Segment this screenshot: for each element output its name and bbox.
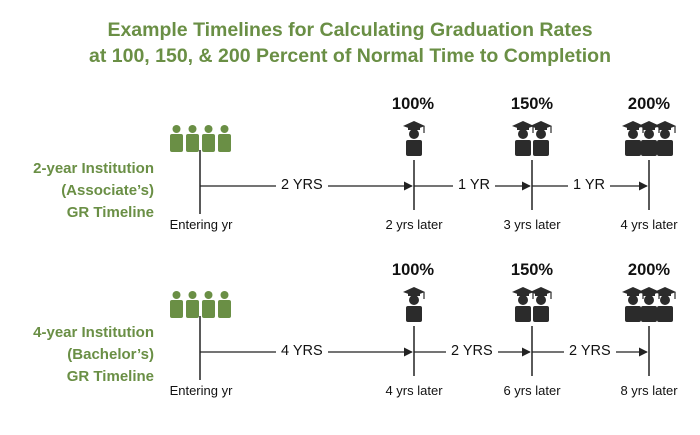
row2-gap-label-3: 2 YRS: [564, 343, 616, 359]
row2-graduate-icon-2: [511, 286, 553, 323]
row2-milestone-3-percent: 200%: [627, 261, 671, 279]
row2-gap-label-1: 4 YRS: [276, 343, 328, 359]
row1-label-line-1: 2-year Institution: [33, 160, 154, 177]
row1-graduate-icon-2: [511, 120, 553, 157]
row2-milestone-2-percent: 150%: [510, 261, 554, 279]
row2-milestone-1-percent: 100%: [391, 261, 435, 279]
row2-start-label: Entering yr: [169, 383, 233, 398]
row1-gap-label-1: 2 YRS: [276, 177, 328, 193]
row2-graduate-icon-3: [621, 286, 677, 323]
row1-milestone-3-label: 4 yrs later: [620, 217, 678, 232]
row2-graduate-icon-1: [402, 286, 426, 323]
row1-milestone-1-percent: 100%: [391, 95, 435, 113]
row1-label-line-2: (Associate’s): [61, 182, 154, 199]
diagram-title-line-1: Example Timelines for Calculating Gradua…: [107, 19, 593, 41]
row2-milestone-2-label: 6 yrs later: [503, 383, 561, 398]
row1-gap-label-3: 1 YR: [568, 177, 610, 193]
row1-start-label: Entering yr: [169, 217, 233, 232]
row2-milestone-3-label: 8 yrs later: [620, 383, 678, 398]
diagram-title-line-2: at 100, 150, & 200 Percent of Normal Tim…: [89, 45, 611, 67]
row2-label-line-3: GR Timeline: [66, 368, 154, 385]
row1-milestone-3-percent: 200%: [627, 95, 671, 113]
row1-gap-label-2: 1 YR: [453, 177, 495, 193]
row2-gap-label-2: 2 YRS: [446, 343, 498, 359]
row2-label-line-1: 4-year Institution: [33, 324, 154, 341]
row1-milestone-1-label: 2 yrs later: [385, 217, 443, 232]
row2-students-icon: [170, 291, 231, 318]
row1-students-icon: [170, 125, 231, 152]
row1-graduate-icon-3: [621, 120, 677, 157]
row1-milestone-2-percent: 150%: [510, 95, 554, 113]
row1-milestone-2-label: 3 yrs later: [503, 217, 561, 232]
row2-label-line-2: (Bachelor’s): [67, 346, 154, 363]
row1-graduate-icon-1: [402, 120, 426, 157]
row2-milestone-1-label: 4 yrs later: [385, 383, 443, 398]
row1-label-line-3: GR Timeline: [66, 204, 154, 221]
